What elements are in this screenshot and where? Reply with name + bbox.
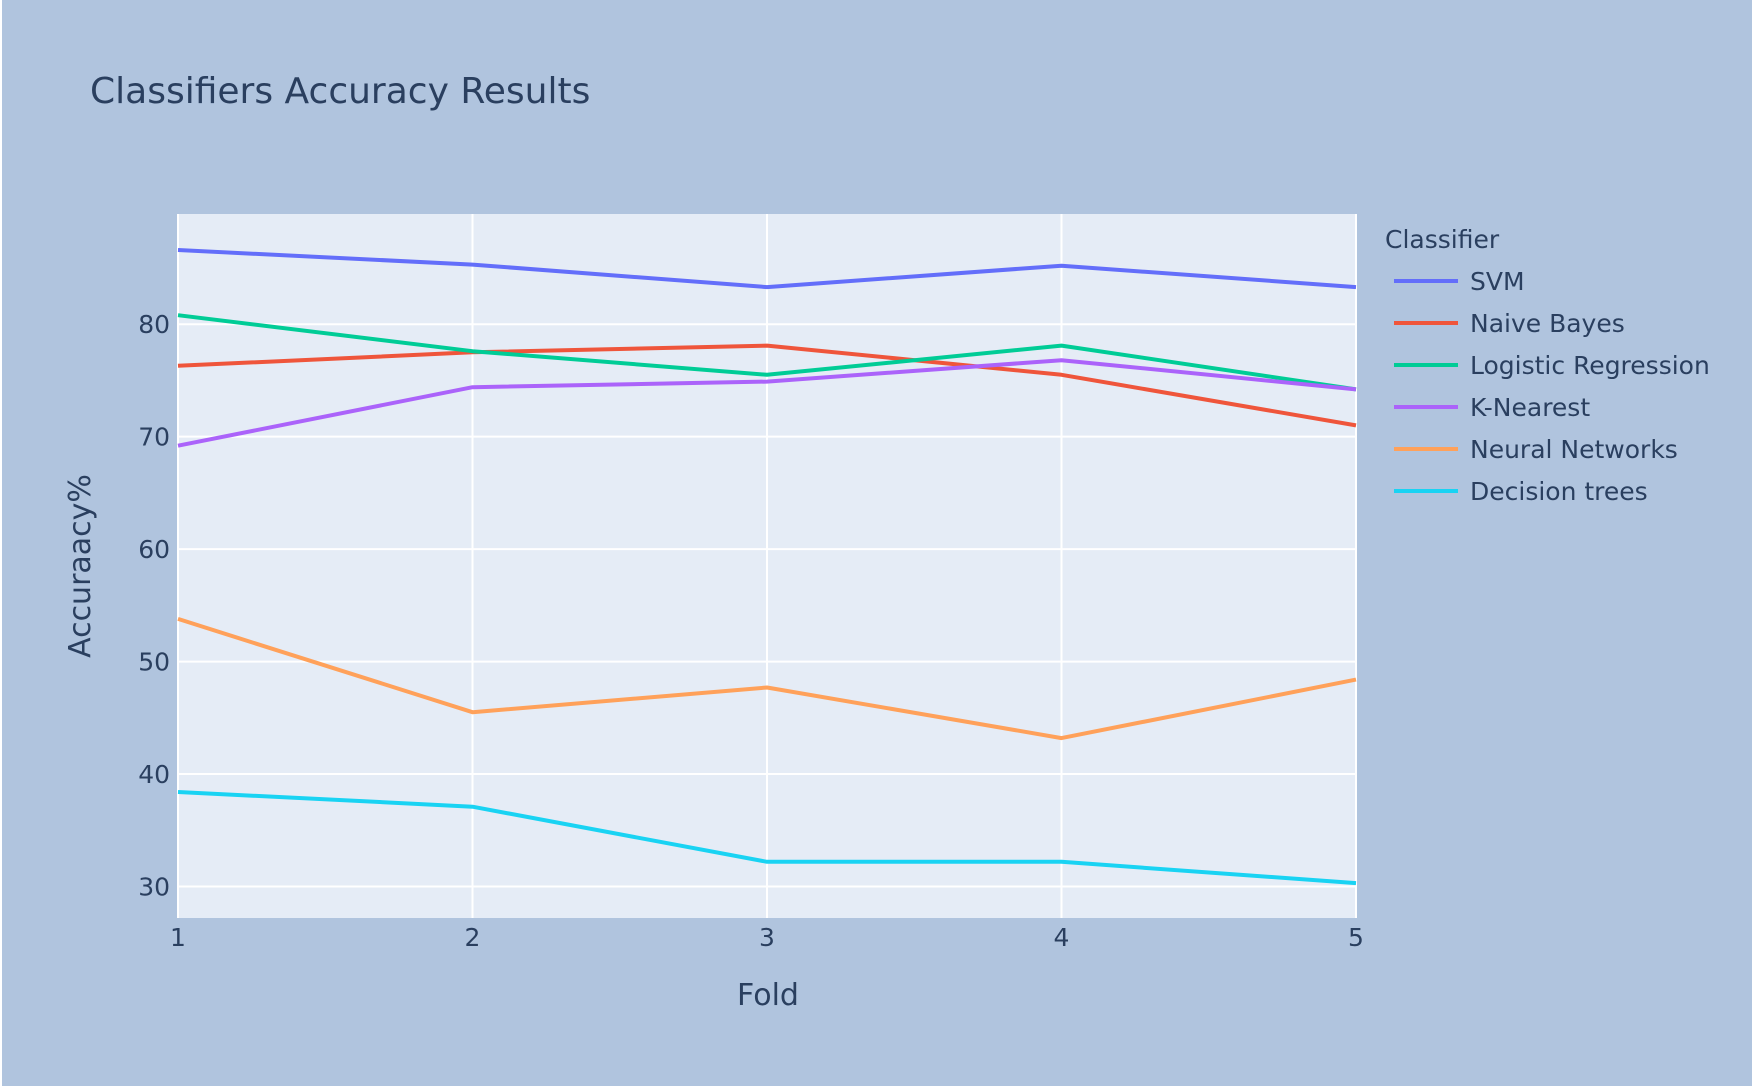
x-tick-label: 1	[170, 923, 186, 952]
legend-title: Classifier	[1385, 225, 1500, 254]
y-tick-label: 80	[138, 310, 170, 339]
legend-item[interactable]: Neural Networks	[1394, 435, 1678, 464]
y-tick-label: 60	[138, 535, 170, 564]
series-line	[177, 616, 1357, 741]
y-tick-label: 70	[138, 423, 170, 452]
x-tick-label: 3	[759, 923, 775, 952]
legend-item[interactable]: SVM	[1394, 267, 1525, 296]
y-tick-label: 40	[138, 760, 170, 789]
series-lines	[177, 248, 1357, 886]
x-tick-label: 5	[1348, 923, 1364, 952]
legend-item[interactable]: Decision trees	[1394, 477, 1648, 506]
legend: Classifier SVM Naive Bayes Logistic Regres…	[1385, 225, 1710, 506]
series-line	[177, 358, 1357, 448]
y-tick-label: 30	[138, 873, 170, 902]
series-line	[177, 790, 1357, 886]
legend-item[interactable]: Logistic Regression	[1394, 351, 1710, 380]
legend-label: K-Nearest	[1470, 393, 1590, 422]
series-line	[177, 313, 1357, 392]
y-tick-label: 50	[138, 648, 170, 677]
legend-label: SVM	[1470, 267, 1525, 296]
series-line	[177, 248, 1357, 290]
legend-label: Decision trees	[1470, 477, 1648, 506]
legend-label: Neural Networks	[1470, 435, 1678, 464]
y-axis-title: Accuraacy%	[63, 474, 98, 658]
legend-label: Logistic Regression	[1470, 351, 1710, 380]
y-tick-labels: 30 40 50 60 70 80	[138, 310, 170, 901]
x-tick-label: 4	[1054, 923, 1070, 952]
series-line	[177, 343, 1357, 428]
x-tick-labels: 1 2 3 4 5	[170, 923, 1364, 952]
legend-item[interactable]: Naive Bayes	[1394, 309, 1625, 338]
chart-title: Classifiers Accuracy Results	[90, 71, 590, 112]
y-gridlines	[178, 323, 1356, 888]
legend-item[interactable]: K-Nearest	[1394, 393, 1590, 422]
legend-label: Naive Bayes	[1470, 309, 1625, 338]
x-gridlines	[177, 214, 1357, 918]
x-axis-title: Fold	[737, 978, 799, 1013]
x-tick-label: 2	[465, 923, 481, 952]
